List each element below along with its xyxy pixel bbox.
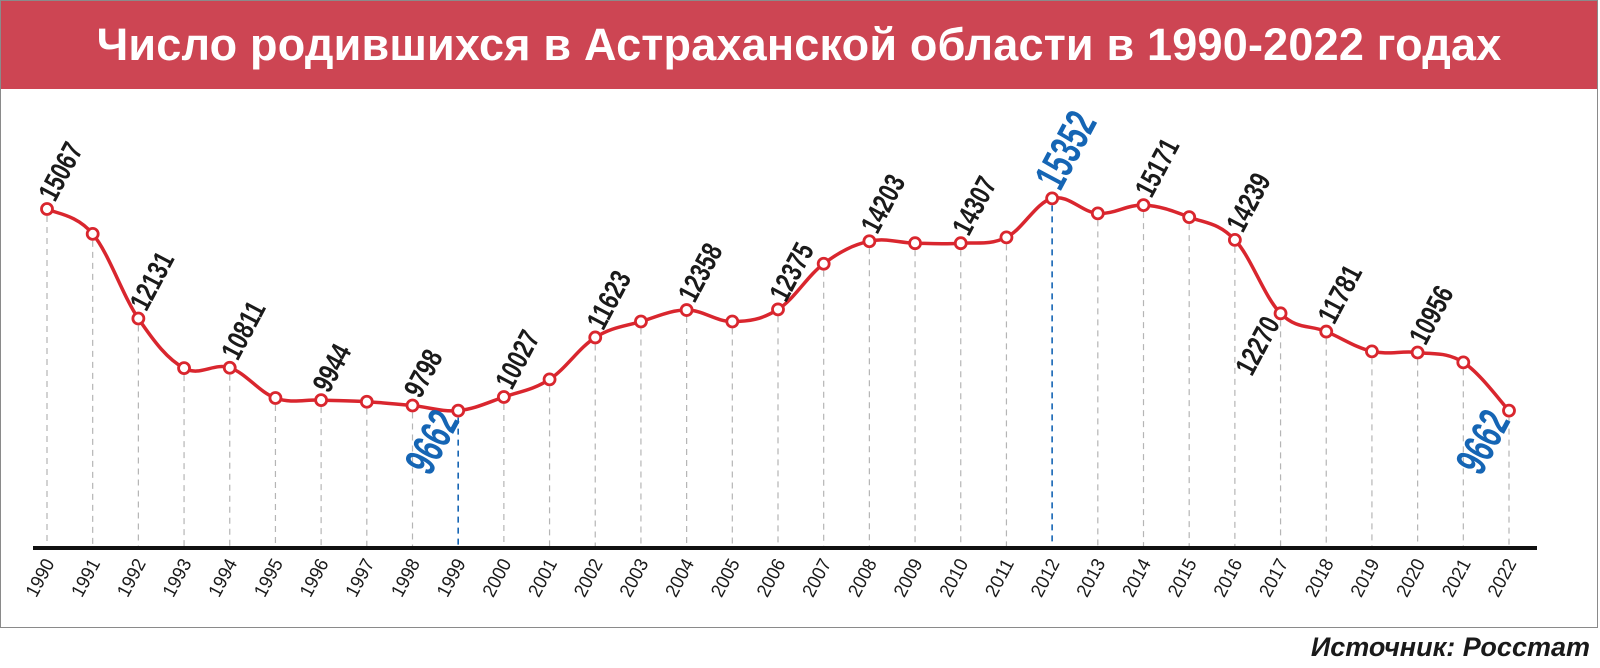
data-point-1998 — [405, 398, 420, 413]
data-point-2013 — [1090, 206, 1105, 221]
data-point-2016 — [1227, 232, 1242, 247]
data-point-2022 — [1502, 403, 1516, 418]
x-tick-2020: 2020 — [1393, 555, 1430, 600]
data-point-2018 — [1319, 324, 1334, 339]
data-point-1996 — [314, 393, 329, 407]
x-tick-2019: 2019 — [1347, 555, 1384, 600]
x-tick-2012: 2012 — [1027, 555, 1064, 600]
data-point-2011 — [999, 230, 1014, 245]
x-tick-2021: 2021 — [1438, 555, 1475, 600]
x-tick-2022: 2022 — [1484, 555, 1521, 600]
data-label-2017: 12270 — [1230, 312, 1287, 381]
x-tick-2005: 2005 — [707, 555, 744, 600]
x-tick-1993: 1993 — [159, 555, 196, 600]
x-tick-1990: 1990 — [22, 555, 59, 600]
data-point-2012 — [1045, 191, 1060, 206]
data-point-2001 — [542, 372, 557, 387]
chart-title: Число родившихся в Астраханской области … — [96, 19, 1502, 70]
data-point-1990 — [40, 202, 54, 216]
x-tick-2006: 2006 — [753, 555, 790, 600]
data-point-2007 — [816, 256, 831, 271]
data-label-1992: 12131 — [124, 247, 181, 316]
data-point-2009 — [908, 236, 922, 251]
data-point-1992 — [131, 311, 146, 326]
data-point-2014 — [1136, 198, 1151, 213]
data-label-2012: 15352 — [1026, 103, 1107, 197]
x-tick-labels: 1990 1991 1992 1993 1994 1995 1996 1997 1998 1999… — [22, 555, 1521, 601]
x-tick-1997: 1997 — [342, 555, 379, 600]
data-point-1995 — [268, 391, 283, 405]
chart-frame — [0, 0, 1598, 628]
x-tick-1994: 1994 — [205, 555, 243, 601]
source-note: Источник: Росстат — [1310, 632, 1590, 662]
data-label-1994: 10811 — [216, 296, 273, 365]
data-point-2015 — [1182, 210, 1197, 224]
data-point-1993 — [177, 361, 191, 376]
data-label-2016: 14239 — [1221, 168, 1278, 237]
data-point-2019 — [1365, 344, 1379, 359]
x-tick-2003: 2003 — [616, 555, 653, 600]
x-tick-1995: 1995 — [251, 555, 288, 600]
data-label-2004: 12358 — [673, 238, 730, 307]
data-label-1998: 9798 — [398, 345, 449, 403]
data-label-1996: 9944 — [307, 339, 358, 397]
data-point-1994 — [222, 360, 237, 375]
data-point-1999 — [451, 403, 466, 418]
data-point-2005 — [725, 314, 740, 329]
data-point-1997 — [359, 394, 374, 409]
x-tick-2018: 2018 — [1301, 555, 1338, 600]
x-tick-1991: 1991 — [68, 555, 105, 600]
x-tick-2011: 2011 — [982, 555, 1019, 600]
x-tick-2014: 2014 — [1119, 555, 1157, 601]
data-point-2003 — [634, 314, 648, 329]
data-label-2008: 14203 — [855, 170, 912, 239]
data-point-2008 — [862, 234, 877, 249]
x-tick-1999: 1999 — [433, 555, 470, 600]
x-tick-2001: 2001 — [525, 555, 562, 600]
data-point-2002 — [588, 330, 603, 345]
data-point-2010 — [953, 236, 968, 251]
x-tick-2017: 2017 — [1256, 555, 1293, 600]
data-point-2000 — [496, 390, 511, 404]
x-tick-2000: 2000 — [479, 555, 516, 600]
data-label-1990: 15067 — [33, 137, 90, 206]
data-point-2006 — [771, 302, 785, 317]
x-tick-1992: 1992 — [113, 555, 150, 600]
x-tick-1998: 1998 — [388, 555, 425, 600]
data-point-2021 — [1456, 355, 1471, 370]
data-label-2018: 11781 — [1312, 260, 1369, 329]
data-point-2020 — [1410, 345, 1425, 360]
x-tick-2016: 2016 — [1210, 555, 1247, 600]
data-label-2020: 10956 — [1404, 281, 1461, 350]
x-tick-2010: 2010 — [936, 555, 973, 600]
data-points — [40, 191, 1516, 418]
x-tick-2009: 2009 — [890, 555, 927, 600]
x-tick-2008: 2008 — [844, 555, 881, 600]
data-point-1991 — [85, 226, 100, 241]
x-tick-2013: 2013 — [1073, 555, 1110, 600]
x-tick-1996: 1996 — [296, 555, 333, 600]
title-banner: Число родившихся в Астраханской области … — [1, 1, 1597, 89]
data-label-2010: 14307 — [947, 172, 1004, 241]
grid-lines — [46, 205, 1510, 548]
x-tick-2004: 2004 — [662, 555, 700, 601]
x-tick-2002: 2002 — [570, 555, 607, 600]
x-tick-2015: 2015 — [1164, 555, 1201, 600]
data-point-2017 — [1273, 306, 1288, 321]
x-tick-2007: 2007 — [799, 555, 836, 600]
data-point-2004 — [679, 303, 694, 317]
data-label-2014: 15171 — [1129, 134, 1186, 203]
